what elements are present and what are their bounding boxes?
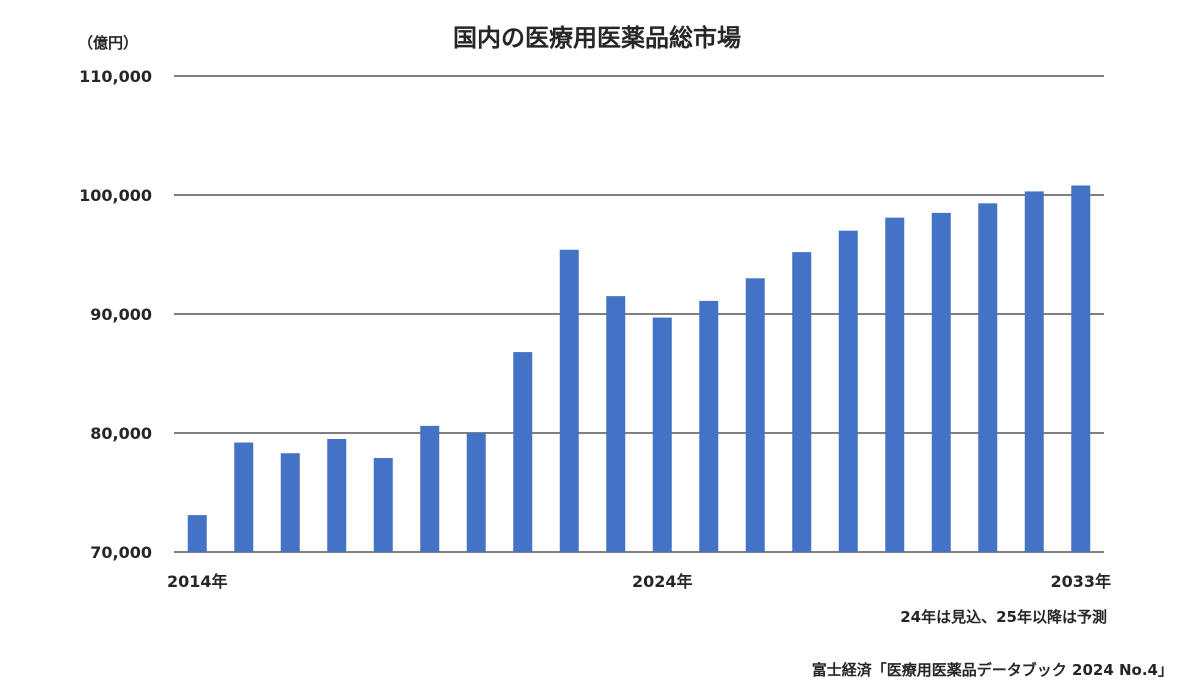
y-axis-ticks: 70,000 80,000 90,000 100,000 110,000 bbox=[79, 67, 152, 562]
bar-2017 bbox=[327, 438, 347, 552]
y-tick-label: 70,000 bbox=[90, 543, 152, 562]
y-tick-label: 90,000 bbox=[90, 305, 152, 324]
x-tick-label: 2033年 bbox=[1050, 572, 1111, 591]
bar-2033 bbox=[1071, 185, 1091, 553]
bar-2021 bbox=[513, 352, 533, 552]
bar-2015 bbox=[234, 442, 254, 552]
bar-2032 bbox=[1024, 191, 1044, 552]
bar-2026 bbox=[745, 278, 765, 552]
forecast-note: 24年は見込、25年以降は予測 bbox=[900, 608, 1107, 626]
bar-2022 bbox=[559, 249, 579, 553]
bar-2024 bbox=[652, 317, 672, 552]
bar-2031 bbox=[978, 203, 998, 552]
bar-2025 bbox=[699, 300, 719, 552]
y-tick-label: 80,000 bbox=[90, 424, 152, 443]
bar-2027 bbox=[792, 252, 812, 552]
bar-2020 bbox=[466, 433, 486, 552]
source-credit: 富士経済「医療用医薬品データブック 2024 No.4」 bbox=[812, 661, 1173, 679]
bar-2014 bbox=[187, 515, 207, 552]
bar-2016 bbox=[280, 453, 300, 552]
bar-2023 bbox=[606, 296, 626, 552]
bar-2029 bbox=[885, 217, 905, 553]
x-axis-ticks: 2014年 2024年 2033年 bbox=[167, 572, 1111, 591]
x-tick-label: 2024年 bbox=[632, 572, 693, 591]
bar-2030 bbox=[931, 212, 951, 552]
bar-2018 bbox=[373, 457, 393, 552]
bars bbox=[187, 185, 1091, 553]
y-tick-label: 100,000 bbox=[79, 186, 152, 205]
y-tick-label: 110,000 bbox=[79, 67, 152, 86]
gridlines bbox=[174, 75, 1104, 553]
bar-2028 bbox=[838, 230, 858, 552]
chart-title: 国内の医療用医薬品総市場 bbox=[453, 24, 741, 52]
y-axis-unit: （億円） bbox=[78, 34, 138, 52]
x-tick-label: 2014年 bbox=[167, 572, 228, 591]
bar-2019 bbox=[420, 425, 440, 552]
